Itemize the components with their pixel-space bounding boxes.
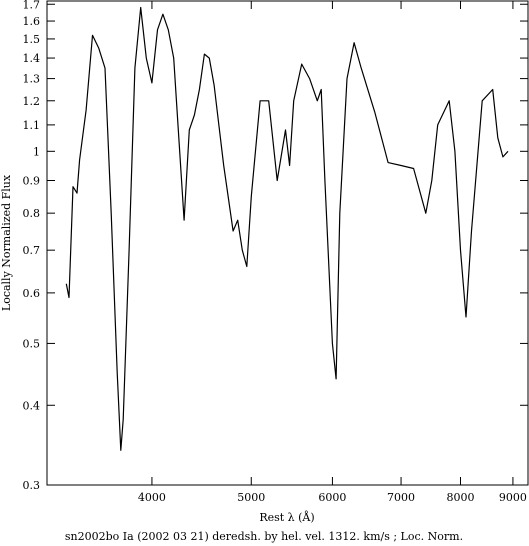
x-tick-label: 4000 [138, 491, 166, 504]
x-tick-label: 9000 [499, 491, 527, 504]
plot-frame [46, 0, 529, 486]
y-tick-label: 1.4 [23, 52, 41, 65]
caption: sn2002bo Ia (2002 03 21) deredsh. by hel… [65, 530, 463, 543]
y-tick-label: 1.6 [23, 15, 41, 28]
y-tick-label: 0.5 [23, 337, 41, 350]
x-axis-label: Rest λ (Å) [259, 510, 314, 524]
x-tick-label: 6000 [318, 491, 346, 504]
y-axis-label: Locally Normalized Flux [0, 174, 13, 311]
y-tick-label: 1 [33, 145, 40, 158]
y-tick-label: 0.3 [23, 479, 41, 492]
y-tick-label: 1.3 [23, 73, 41, 86]
x-tick-label: 5000 [237, 491, 265, 504]
y-tick-label: 0.8 [23, 207, 41, 220]
spectrum-line [65, 6, 509, 451]
y-tick-label: 1.1 [23, 119, 41, 132]
y-tick-label: 1.5 [23, 33, 41, 46]
y-tick-label: 1.2 [23, 95, 41, 108]
x-tick-label: 8000 [446, 491, 474, 504]
y-tick-label: 0.7 [23, 244, 41, 257]
y-tick-label: 0.9 [23, 175, 41, 188]
y-tick-label: 0.6 [23, 287, 41, 300]
y-tick-label: 1.7 [23, 0, 41, 11]
y-tick-label: 0.4 [23, 399, 41, 412]
x-tick-label: 7000 [387, 491, 415, 504]
